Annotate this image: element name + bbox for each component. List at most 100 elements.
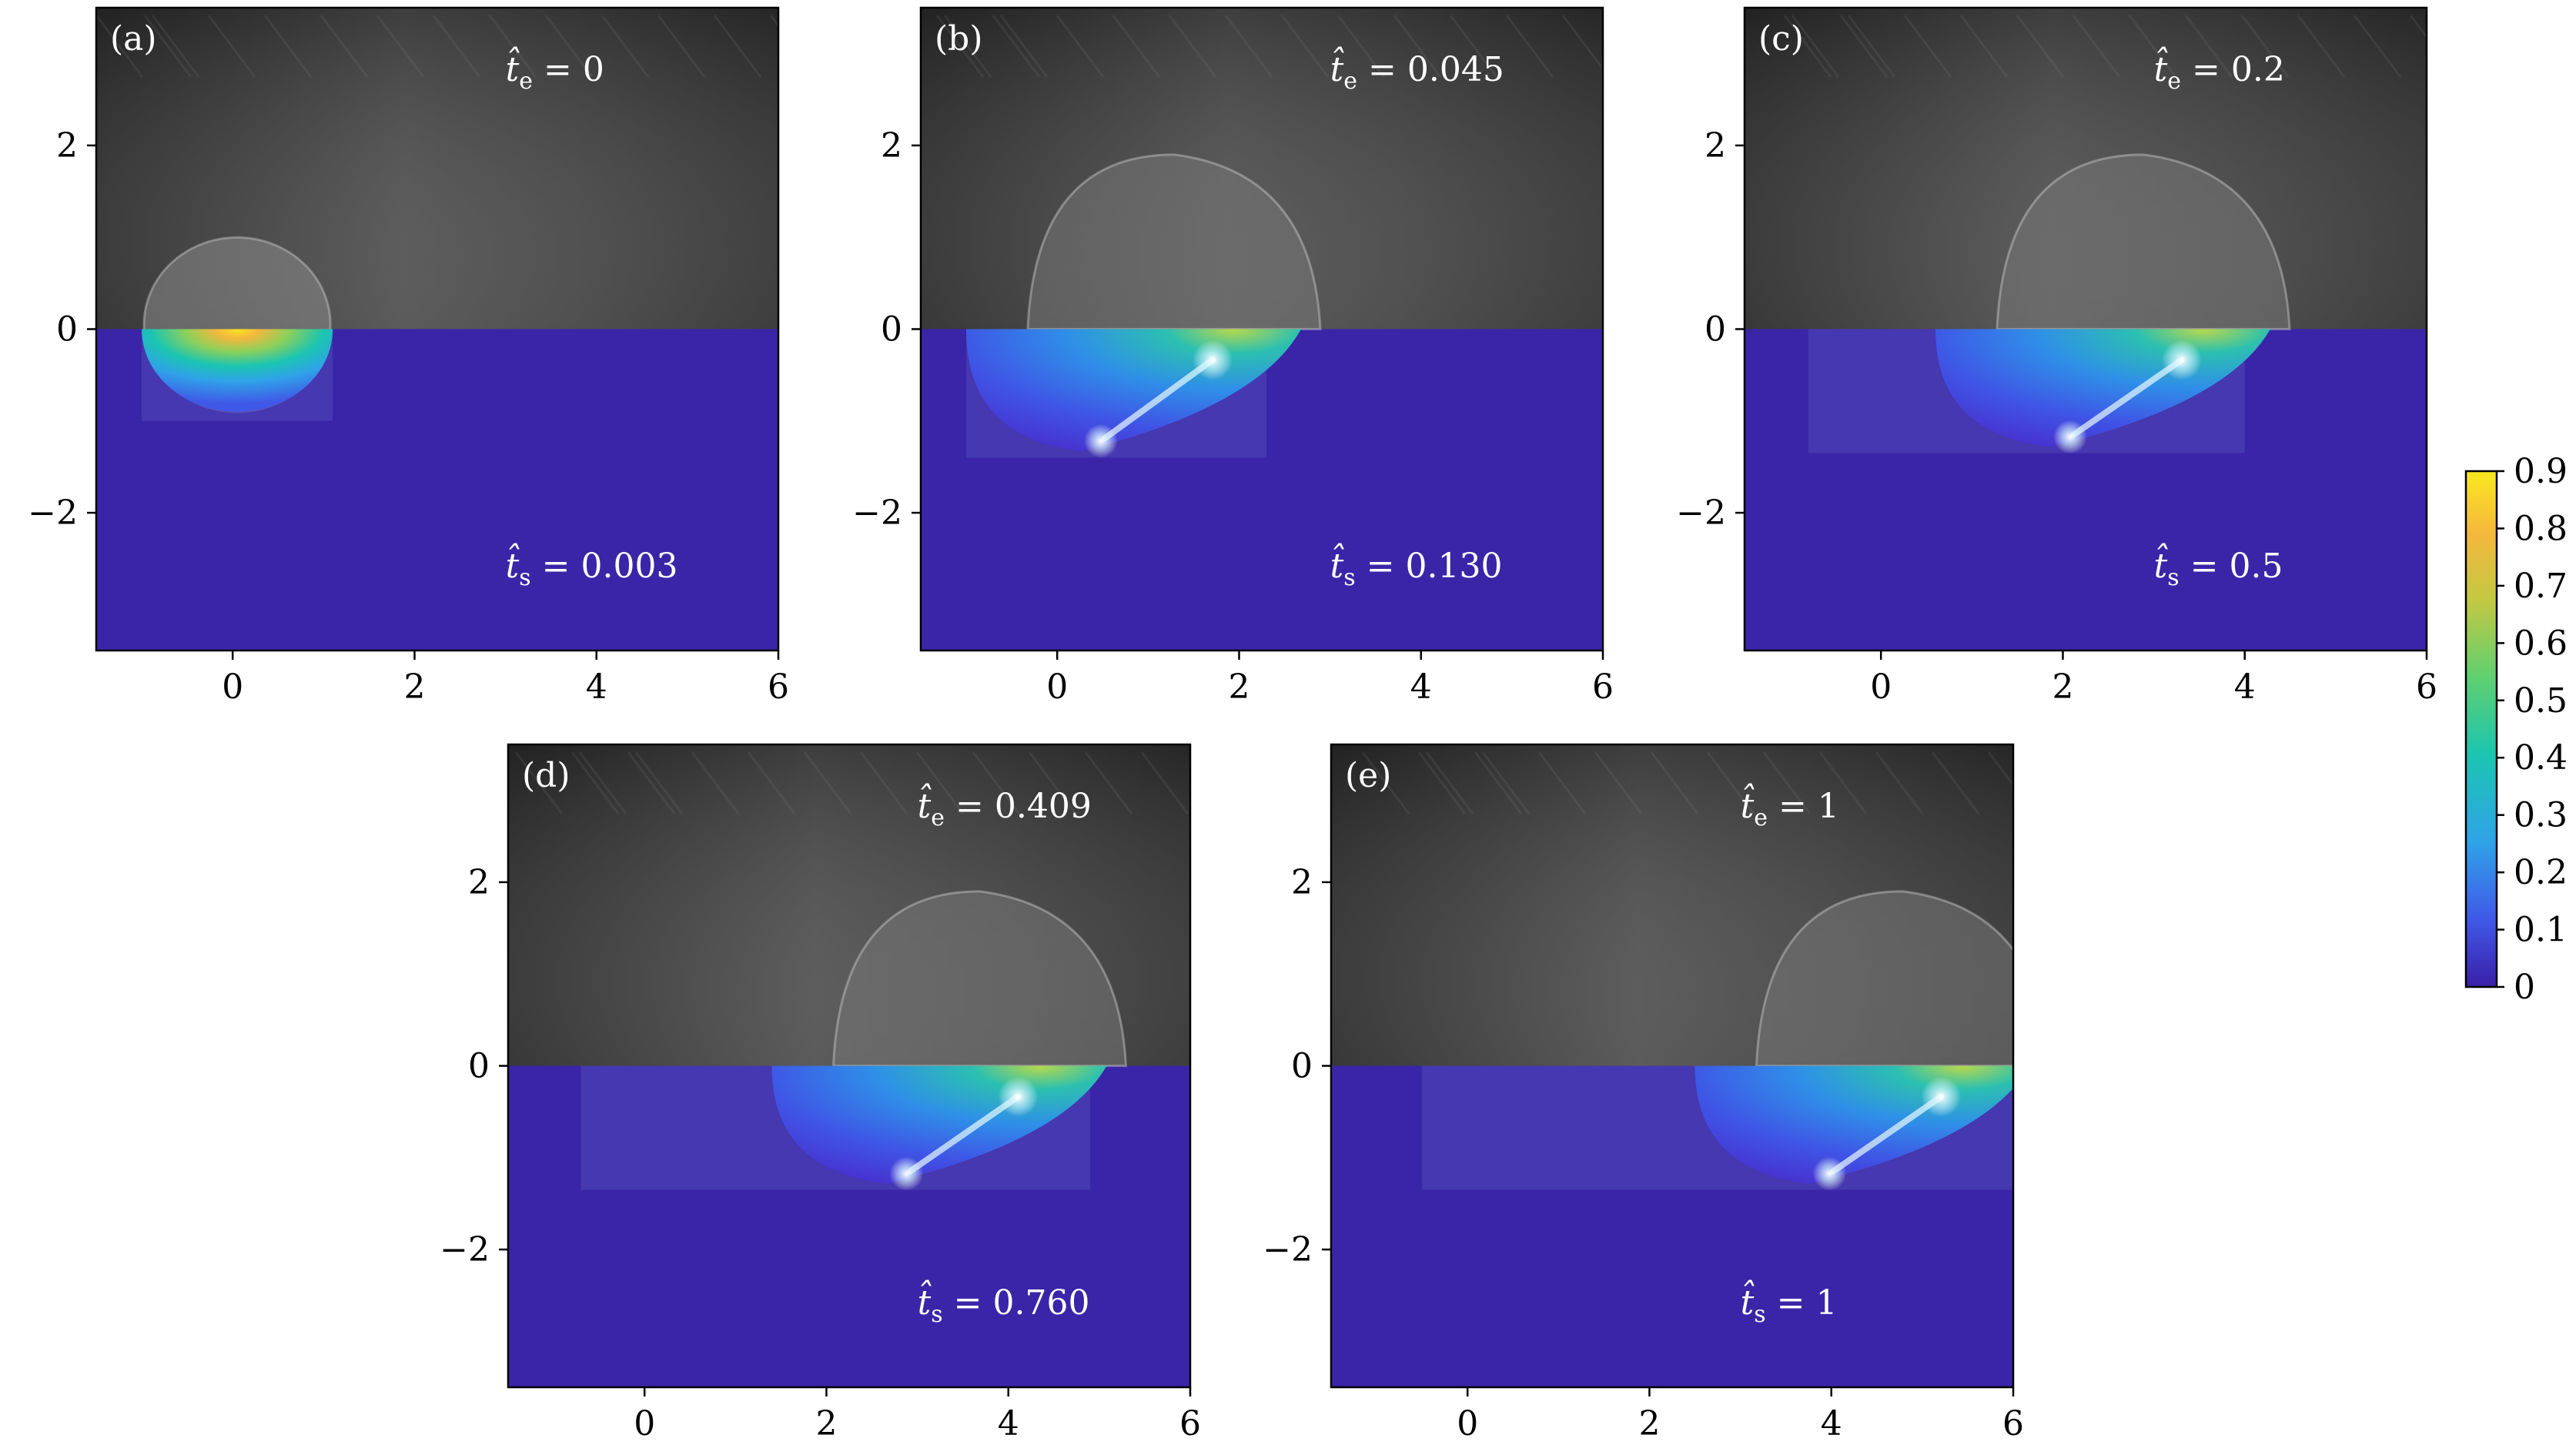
panel-label: (e): [1345, 756, 1391, 795]
panel-plot-area: [96, 8, 778, 651]
photo-streak: [1028, 751, 1077, 814]
ts-annotation: t̂s = 0.5: [2154, 541, 2283, 591]
y-tick-label: −2: [1676, 493, 1726, 533]
photo-streak: [570, 751, 620, 814]
photo-streak: [1449, 15, 1498, 78]
te-annotation: t̂e = 0: [506, 45, 604, 95]
panel-label: (d): [522, 756, 570, 795]
hot-spot: [1921, 1076, 1962, 1117]
photo-streak: [2409, 15, 2427, 39]
photo-streak: [2128, 15, 2177, 78]
panel-d: (d) t̂e = 0.409 t̂s = 0.760 0 2 4 6 2 0 −2: [440, 743, 1201, 1443]
photo-streak: [1791, 15, 1840, 78]
photo-streak: [1055, 15, 1105, 78]
photo-streak: [1875, 751, 1924, 814]
x-tick-label: 6: [2002, 1404, 2024, 1443]
colorbar-bar: [2464, 470, 2498, 988]
heat-ridge: [1101, 356, 1216, 442]
photo-streak: [1474, 751, 1523, 814]
photo-streak: [1650, 751, 1699, 814]
x-tick-label: 2: [815, 1404, 837, 1443]
y-tick-label: 2: [56, 126, 78, 166]
photo-streak: [1140, 751, 1189, 814]
photo-streak: [691, 751, 740, 814]
photo-streak: [1931, 751, 1980, 814]
photo-streak: [972, 751, 1021, 814]
te-value: 0: [583, 50, 604, 89]
hot-spot: [1083, 423, 1118, 458]
x-tick-label: 6: [1179, 1404, 1201, 1443]
photo-streak: [657, 15, 706, 78]
colorbar-tick-label: 0.9: [2514, 452, 2568, 491]
heat-field: [142, 329, 333, 412]
colorbar-tick-label: 0.8: [2514, 509, 2568, 548]
photo-streak: [1280, 15, 1330, 78]
panel-label: (a): [110, 19, 157, 59]
x-tick-label: 6: [1592, 667, 1614, 707]
ts-annotation: t̂s = 0.003: [506, 541, 678, 591]
droplet-cap: [831, 890, 1128, 1067]
photo-streak: [1903, 15, 1952, 78]
photo-streak: [488, 15, 537, 78]
panel-label: (c): [1758, 19, 1804, 59]
hot-spot: [1812, 1156, 1847, 1191]
photo-streak: [1337, 15, 1386, 78]
droplet-cap: [1755, 890, 2013, 1067]
y-tick-label: 0: [881, 310, 902, 350]
photo-streak: [1168, 15, 1217, 78]
photo-streak: [1084, 751, 1133, 814]
colorbar-tick-label: 0.1: [2514, 911, 2568, 950]
panel-b: (b) t̂e = 0.045 t̂s = 0.130 0 2 4 6 2 0 −2: [852, 6, 1614, 707]
te-value: 1: [1818, 787, 1839, 826]
hot-spot: [2161, 340, 2202, 380]
ts-value: 0.003: [581, 547, 678, 586]
panel-e: (e) t̂e = 1 t̂s = 1 0 2 4 6 2 0 −2: [1263, 743, 2024, 1443]
photo-streak: [1505, 15, 1554, 78]
panel-plot-area: [921, 8, 1603, 651]
colorbar-tick-label: 0.2: [2514, 853, 2568, 892]
x-tick-label: 0: [1457, 1404, 1478, 1443]
photo-streak: [1537, 751, 1587, 814]
droplet-cap: [1026, 153, 1322, 330]
x-tick-label: 4: [586, 667, 607, 707]
photo-streak: [803, 751, 852, 814]
photo-streak: [1417, 751, 1467, 814]
heat-ridge: [907, 1093, 1022, 1175]
photo-streak: [713, 15, 762, 78]
ts-annotation: t̂s = 0.760: [918, 1278, 1090, 1328]
photo-streak: [2240, 15, 2290, 78]
photo-streak: [935, 15, 985, 78]
te-value: 0.2: [2231, 50, 2285, 89]
photo-streak: [376, 15, 425, 78]
colorbar-tick-label: 0.4: [2514, 738, 2568, 778]
photo-streak: [319, 15, 369, 78]
x-tick-label: 4: [2234, 667, 2256, 707]
photo-streak: [1393, 15, 1442, 78]
te-value: 0.409: [995, 787, 1092, 826]
photo-streak: [943, 15, 992, 78]
ts-value: 0.130: [1406, 547, 1503, 586]
panel-c: (c) t̂e = 0.2 t̂s = 0.5 0 2 4 6 2 0 −2: [1676, 6, 2437, 707]
x-tick-label: 6: [2416, 667, 2437, 707]
colorbar-tick-label: 0.5: [2514, 681, 2568, 721]
te-value: 0.045: [1407, 50, 1504, 89]
y-tick-label: −2: [440, 1230, 490, 1269]
x-tick-label: 0: [1046, 667, 1068, 707]
y-tick-label: 2: [881, 126, 902, 166]
photo-streak: [915, 751, 965, 814]
y-tick-label: −2: [852, 493, 902, 533]
x-tick-label: 0: [1870, 667, 1892, 707]
photo-streak: [544, 15, 594, 78]
photo-streak: [601, 15, 650, 78]
photo-streak: [1561, 15, 1603, 71]
hot-spot: [2052, 420, 2087, 454]
y-tick-label: 0: [1705, 310, 1726, 350]
photo-streak: [2072, 15, 2121, 78]
panel-plot-area: [1331, 744, 2013, 1387]
y-tick-label: 2: [1705, 126, 1726, 166]
photo-streak: [1818, 751, 1868, 814]
y-tick-label: 0: [468, 1047, 490, 1086]
te-annotation: t̂e = 0.409: [918, 781, 1092, 831]
photo-streak: [1783, 15, 1832, 78]
x-tick-label: 2: [403, 667, 425, 707]
